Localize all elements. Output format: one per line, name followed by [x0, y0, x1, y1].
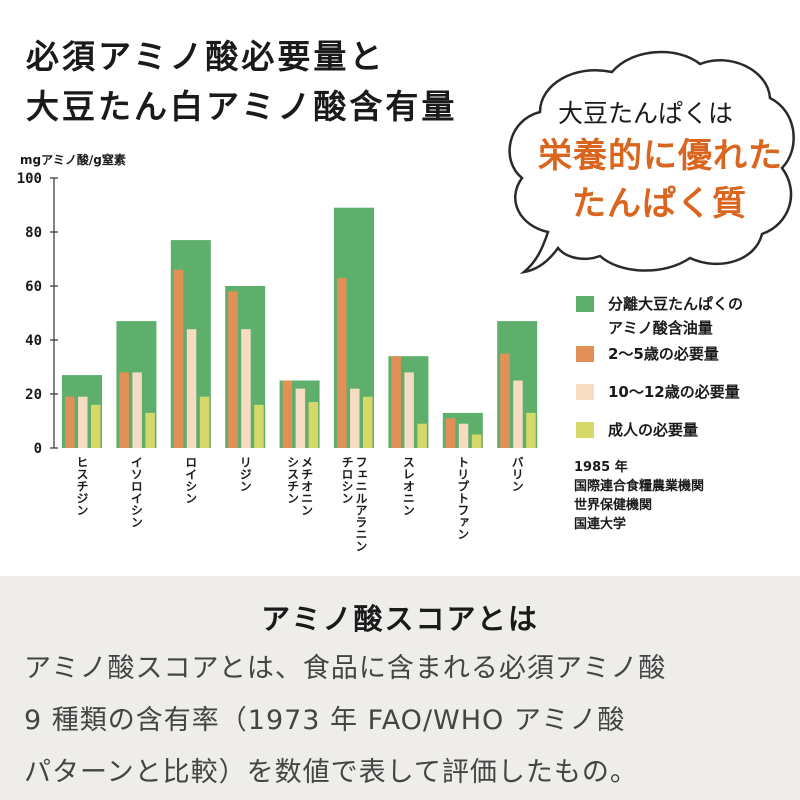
x-tick-label-6: スレオニン	[401, 456, 415, 516]
bar-0-series-1	[65, 396, 75, 448]
bar-1-series-3	[145, 412, 155, 448]
bar-3-series-3	[254, 404, 264, 448]
x-tick-label-5-1: チロシン	[340, 456, 354, 504]
source-line4: 国連大学	[574, 517, 627, 532]
bar-4-series-2	[295, 388, 306, 448]
explanation-line3: パターンと比較）を数値で表して評価したもの。	[24, 757, 638, 788]
bar-0-series-3	[91, 404, 101, 448]
legend-swatch-age2-5	[576, 346, 594, 362]
bar-0-series-2	[78, 396, 88, 448]
bar-7-series-3	[471, 434, 482, 448]
bar-3-series-1	[228, 291, 238, 448]
bar-1-series-1	[119, 372, 129, 448]
explanation-line2: 9 種類の含有率（1973 年 FAO/WHO アミノ酸	[24, 705, 626, 736]
explanation-panel: アミノ酸スコアとは アミノ酸スコアとは、食品に含まれる必須アミノ酸 9 種類の含…	[0, 576, 800, 800]
x-tick-label-2: ロイシン	[184, 456, 198, 504]
x-tick-label-1: イソロイシン	[129, 456, 143, 528]
x-tick-label-7: トリプトファン	[456, 456, 470, 540]
bar-chart: mgアミノ酸/g窒素 0 20 40 60 80 100 ヒスチジン イソロイシン ロイシン リジン…	[17, 152, 538, 552]
explanation-title: アミノ酸スコアとは	[261, 602, 539, 636]
bar-4-series-1	[282, 380, 293, 448]
bar-3-series-2	[241, 329, 251, 448]
chart-title-line1: 必須アミノ酸必要量と	[26, 37, 386, 76]
legend-swatch-adult	[576, 422, 594, 438]
x-tick-label-4-0: メチオニン	[300, 456, 314, 516]
x-tick-label-4-1: シスチン	[286, 456, 300, 504]
legend-label-age2-5: 2～5歳の必要量	[608, 345, 719, 363]
legend-label-soy: 分離大豆たんぱくの	[608, 295, 744, 313]
bar-5-series-3	[363, 396, 373, 448]
legend-label-adult: 成人の必要量	[608, 421, 699, 439]
y-tick-label-80: 80	[25, 225, 42, 241]
source-line3: 世界保健機関	[574, 498, 653, 513]
x-tick-label-3: リジン	[238, 456, 252, 492]
bar-8-series-1	[500, 353, 510, 448]
bubble-line1: 大豆たんぱくは	[558, 99, 734, 128]
legend-label-age10-12: 10～12歳の必要量	[608, 383, 740, 401]
bubble-line3: たんぱく質	[572, 184, 747, 224]
x-tick-label-0: ヒスチジン	[75, 456, 89, 516]
bar-2-series-1	[173, 269, 184, 448]
bar-7-series-1	[445, 418, 456, 448]
y-tick-label-100: 100	[17, 171, 42, 187]
bar-8-series-3	[526, 412, 536, 448]
y-tick-label-0: 0	[34, 441, 42, 457]
x-tick-label-8: バリン	[510, 456, 524, 492]
bar-7-series-2	[458, 423, 469, 448]
source-note: 1985 年 国際連合食糧農業機関 世界保健機関 国連大学	[574, 458, 704, 534]
bubble-line2: 栄養的に優れた	[538, 136, 783, 176]
chart-title-line2: 大豆たん白アミノ酸含有量	[26, 87, 458, 126]
bar-2-series-2	[186, 329, 197, 448]
bar-1-series-2	[132, 372, 142, 448]
bar-6-series-1	[391, 356, 401, 448]
bar-5-series-1	[337, 277, 347, 448]
bar-2-series-3	[199, 396, 210, 448]
source-line1: 1985 年	[574, 460, 628, 475]
bar-6-series-2	[404, 372, 414, 448]
bar-8-series-2	[513, 380, 523, 448]
source-line2: 国際連合食糧農業機関	[574, 479, 705, 494]
legend-swatch-soy	[576, 296, 594, 312]
bar-4-series-3	[308, 402, 319, 448]
y-tick-label-60: 60	[25, 279, 42, 295]
x-tick-label-5-0: フェニルアラニン	[354, 456, 368, 552]
y-axis-label: mgアミノ酸/g窒素	[20, 152, 126, 167]
y-tick-label-20: 20	[25, 387, 42, 403]
legend-swatch-age10-12	[576, 384, 594, 400]
legend-label-soy-2: アミノ酸含油量	[608, 319, 713, 337]
y-tick-label-40: 40	[25, 333, 42, 349]
bar-6-series-3	[417, 423, 427, 448]
explanation-line1: アミノ酸スコアとは、食品に含まれる必須アミノ酸	[24, 653, 667, 684]
bar-5-series-2	[350, 388, 360, 448]
